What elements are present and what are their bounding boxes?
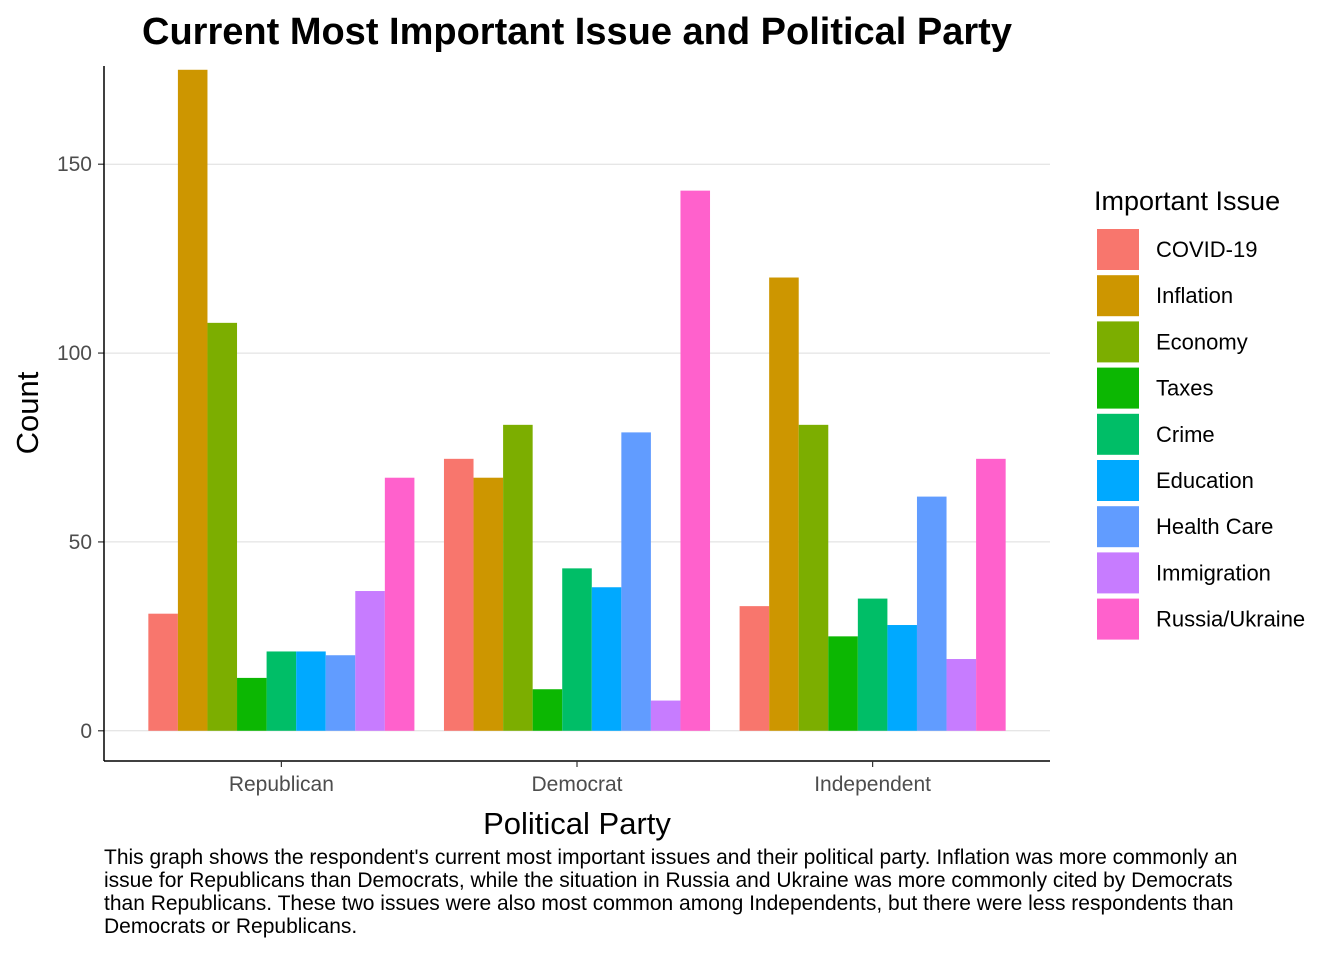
axes: 0 50 100 150 Republican Democrat Independent [57, 66, 1050, 796]
legend-label: Education [1156, 468, 1254, 493]
bar-independent-inflation [769, 277, 799, 731]
legend-key [1097, 229, 1139, 270]
x-tick-label: Independent [814, 773, 931, 796]
y-tick-label: 150 [57, 153, 92, 176]
bar-democrat-economy [503, 424, 533, 731]
legend-label: Russia/Ukraine [1156, 607, 1305, 632]
bar-democrat-health-care [621, 432, 651, 731]
legend-label: COVID-19 [1156, 237, 1257, 262]
bar-independent-covid-19 [739, 606, 770, 731]
bar-democrat-taxes [532, 689, 563, 731]
legend-key [1097, 275, 1139, 317]
bar-republican-immigration [355, 591, 385, 731]
y-tick-label: 0 [80, 720, 92, 743]
bar-democrat-russia-ukraine [680, 190, 711, 731]
bar-republican-education [296, 651, 326, 731]
legend-label: Immigration [1156, 560, 1271, 585]
legend-key [1097, 460, 1139, 501]
bar-republican-taxes [237, 677, 267, 731]
bar-republican-russia-ukraine [384, 477, 415, 731]
legend-label: Crime [1156, 422, 1215, 447]
bar-independent-economy [798, 424, 829, 731]
bars [148, 69, 1006, 731]
legend-key [1097, 413, 1139, 455]
legend: Important Issue COVID-19 Inflation Economy… [1094, 186, 1305, 640]
caption: This graph shows the respondent's curren… [104, 846, 1238, 938]
bar-democrat-crime [562, 568, 592, 731]
bar-independent-health-care [916, 496, 947, 731]
bar-democrat-inflation [473, 477, 504, 731]
x-tick-label: Democrat [531, 773, 622, 796]
bar-independent-education [887, 625, 917, 731]
bar-democrat-education [591, 587, 622, 731]
legend-label: Inflation [1156, 283, 1233, 308]
bar-independent-russia-ukraine [976, 458, 1006, 731]
legend-key [1097, 598, 1139, 640]
legend-key [1097, 321, 1139, 363]
chart-title: Current Most Important Issue and Politic… [142, 11, 1012, 53]
bar-independent-taxes [828, 636, 858, 731]
y-axis-title: Count [10, 371, 45, 454]
legend-label: Health Care [1156, 514, 1273, 539]
bar-republican-health-care [325, 655, 356, 731]
x-axis-title: Political Party [483, 806, 671, 841]
legend-key [1097, 552, 1139, 594]
bar-republican-inflation [177, 69, 208, 731]
bar-independent-immigration [946, 659, 977, 731]
legend-title: Important Issue [1094, 186, 1280, 216]
bar-democrat-covid-19 [443, 458, 474, 731]
bar-independent-crime [857, 598, 888, 731]
bar-republican-covid-19 [148, 613, 178, 731]
legend-key [1097, 506, 1139, 548]
legend-label: Economy [1156, 329, 1248, 354]
legend-key [1097, 367, 1139, 409]
bar-republican-economy [207, 322, 238, 731]
y-tick-label: 100 [57, 342, 92, 365]
bar-republican-crime [266, 651, 297, 731]
y-tick-label: 50 [69, 531, 92, 554]
legend-label: Taxes [1156, 376, 1213, 401]
bar-democrat-immigration [650, 700, 681, 731]
x-tick-label: Republican [229, 773, 334, 796]
